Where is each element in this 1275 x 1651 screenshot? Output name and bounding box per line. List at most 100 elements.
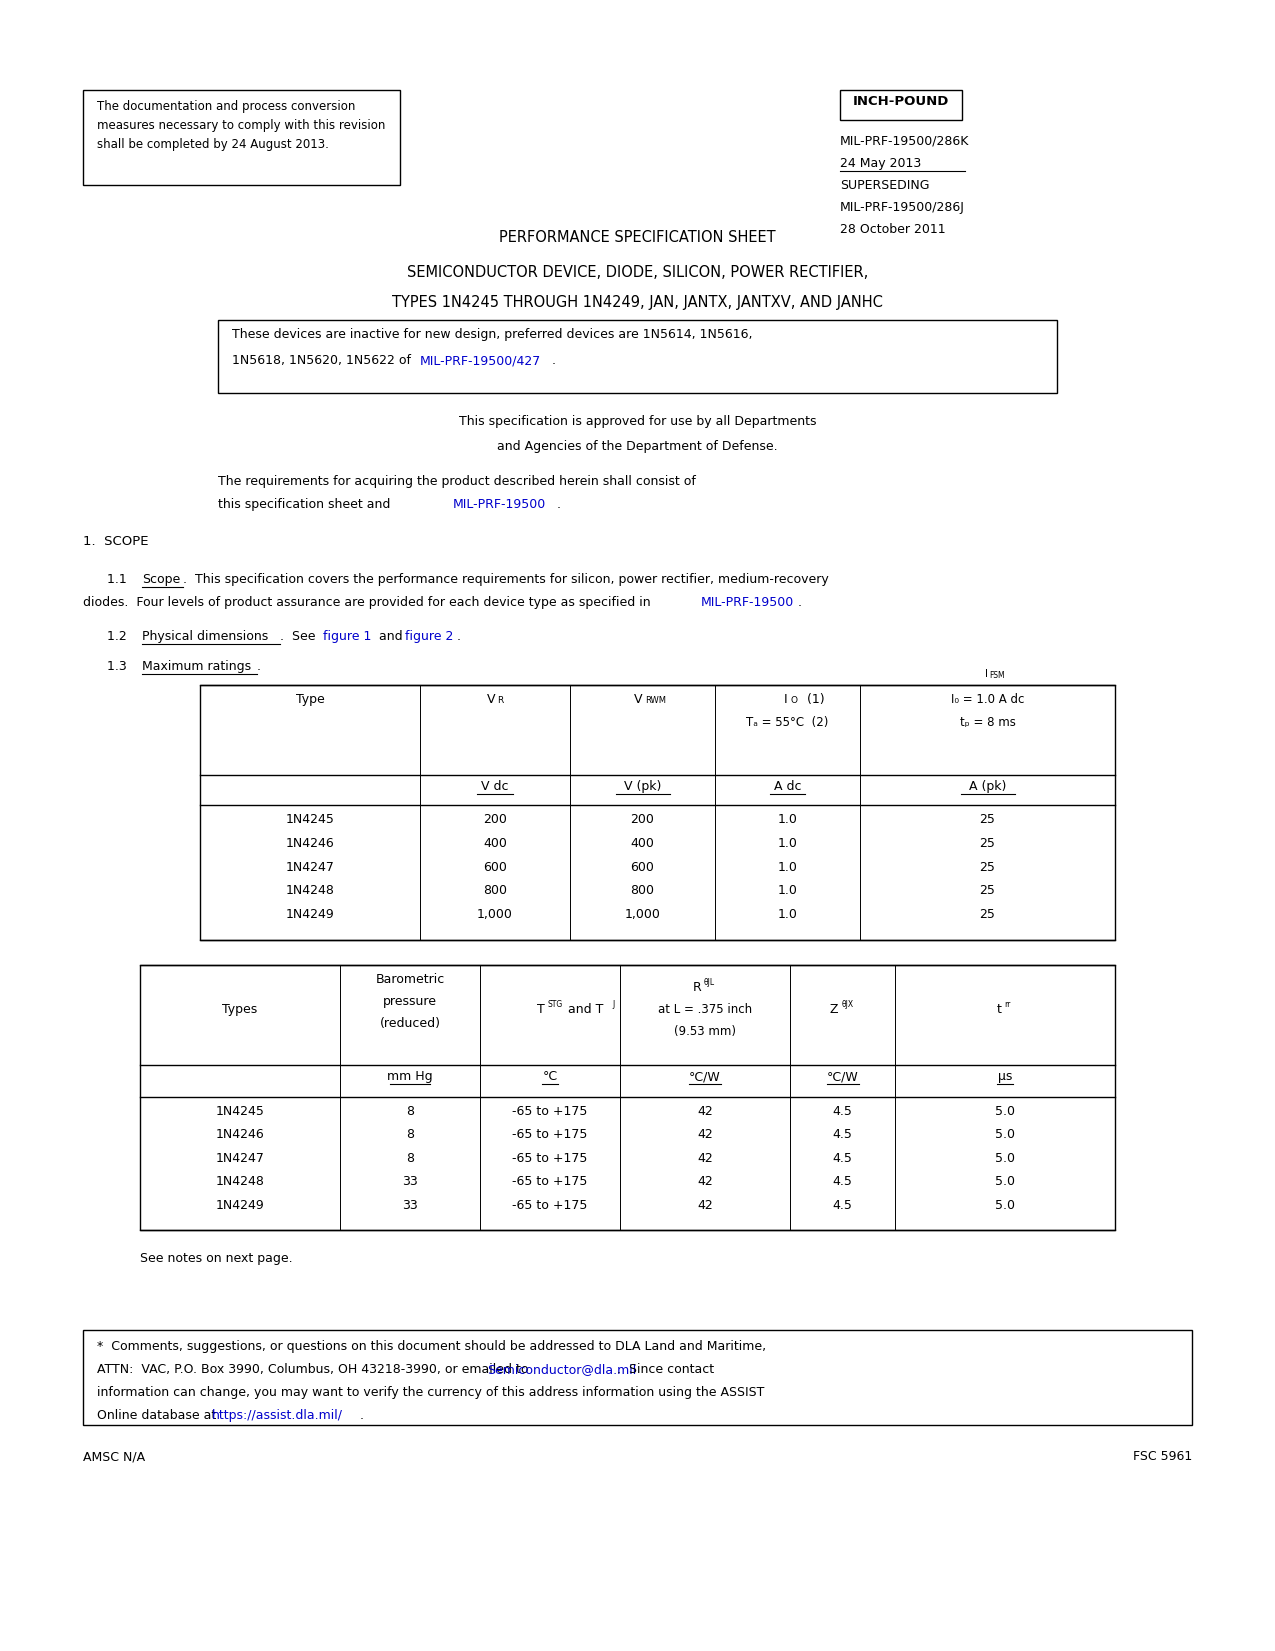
Text: °C: °C — [542, 1070, 557, 1083]
Text: MIL-PRF-19500: MIL-PRF-19500 — [453, 499, 546, 512]
Text: tₚ = 8 ms: tₚ = 8 ms — [960, 717, 1015, 730]
Text: 1N4249: 1N4249 — [286, 908, 334, 921]
Text: Z: Z — [830, 1004, 839, 1015]
Text: θJL: θJL — [704, 977, 715, 987]
Text: 1.0: 1.0 — [778, 885, 797, 898]
Text: 42: 42 — [697, 1105, 713, 1118]
Text: 25: 25 — [979, 860, 996, 873]
Text: 1N4248: 1N4248 — [286, 885, 334, 898]
Text: 42: 42 — [697, 1176, 713, 1189]
Text: .: . — [456, 631, 462, 642]
Text: -65 to +175: -65 to +175 — [513, 1128, 588, 1141]
Text: 25: 25 — [979, 885, 996, 898]
Text: Scope: Scope — [142, 573, 180, 586]
Text: STG: STG — [548, 1001, 564, 1009]
Text: .: . — [798, 596, 802, 609]
Text: 33: 33 — [402, 1176, 418, 1189]
Text: .  See: . See — [280, 631, 320, 642]
Text: T: T — [537, 1004, 544, 1015]
Text: *  Comments, suggestions, or questions on this document should be addressed to D: * Comments, suggestions, or questions on… — [97, 1341, 766, 1354]
Text: figure 2: figure 2 — [405, 631, 454, 642]
Text: -65 to +175: -65 to +175 — [513, 1105, 588, 1118]
Text: mm Hg: mm Hg — [388, 1070, 432, 1083]
Text: Maximum ratings: Maximum ratings — [142, 660, 251, 674]
Text: I₀ = 1.0 A dc: I₀ = 1.0 A dc — [951, 693, 1024, 707]
Text: .: . — [557, 499, 561, 512]
Text: 1N4247: 1N4247 — [286, 860, 334, 873]
Text: Tₐ = 55°C  (2): Tₐ = 55°C (2) — [746, 717, 829, 730]
Text: °C/W: °C/W — [826, 1070, 858, 1083]
Text: 4.5: 4.5 — [833, 1105, 853, 1118]
Text: 1N4249: 1N4249 — [215, 1199, 264, 1212]
Bar — [140, 964, 1116, 1230]
Text: V: V — [634, 693, 643, 707]
Text: This specification is approved for use by all Departments: This specification is approved for use b… — [459, 414, 816, 428]
Text: Types: Types — [222, 1004, 258, 1015]
Text: V dc: V dc — [481, 779, 509, 792]
Text: O: O — [790, 697, 797, 705]
Text: 8: 8 — [405, 1152, 414, 1166]
Text: 1.3: 1.3 — [107, 660, 135, 674]
Text: 1.0: 1.0 — [778, 908, 797, 921]
Text: 1,000: 1,000 — [625, 908, 660, 921]
Text: 4.5: 4.5 — [833, 1128, 853, 1141]
Text: t: t — [997, 1004, 1002, 1015]
Text: MIL-PRF-19500: MIL-PRF-19500 — [701, 596, 794, 609]
Text: Barometric: Barometric — [375, 972, 445, 986]
Text: The documentation and process conversion
measures necessary to comply with this : The documentation and process conversion… — [97, 101, 385, 150]
Text: The requirements for acquiring the product described herein shall consist of: The requirements for acquiring the produ… — [218, 475, 696, 489]
Text: 1,000: 1,000 — [477, 908, 513, 921]
Text: 42: 42 — [697, 1199, 713, 1212]
Text: R: R — [692, 981, 701, 994]
Text: V (pk): V (pk) — [623, 779, 662, 792]
Text: (1): (1) — [803, 693, 825, 707]
Text: 1.0: 1.0 — [778, 860, 797, 873]
Text: Type: Type — [296, 693, 324, 707]
Text: and Agencies of the Department of Defense.: and Agencies of the Department of Defens… — [497, 441, 778, 452]
Text: 200: 200 — [483, 812, 507, 826]
Text: figure 1: figure 1 — [323, 631, 371, 642]
Bar — [218, 320, 1057, 393]
Text: 800: 800 — [483, 885, 507, 898]
Text: 33: 33 — [402, 1199, 418, 1212]
Bar — [83, 91, 400, 185]
Text: J: J — [612, 1001, 615, 1009]
Text: 5.0: 5.0 — [994, 1176, 1015, 1189]
Text: 400: 400 — [631, 837, 654, 850]
Text: 5.0: 5.0 — [994, 1128, 1015, 1141]
Text: Online database at: Online database at — [97, 1408, 221, 1422]
Text: 4.5: 4.5 — [833, 1176, 853, 1189]
Text: FSC 5961: FSC 5961 — [1132, 1450, 1192, 1463]
Text: 25: 25 — [979, 837, 996, 850]
Text: Physical dimensions: Physical dimensions — [142, 631, 268, 642]
Text: information can change, you may want to verify the currency of this address info: information can change, you may want to … — [97, 1385, 765, 1398]
Text: 4.5: 4.5 — [833, 1199, 853, 1212]
Text: and: and — [375, 631, 407, 642]
Text: MIL-PRF-19500/286J: MIL-PRF-19500/286J — [840, 201, 965, 215]
Text: 1N4246: 1N4246 — [286, 837, 334, 850]
Text: MIL-PRF-19500/427: MIL-PRF-19500/427 — [419, 353, 542, 367]
Text: -65 to +175: -65 to +175 — [513, 1199, 588, 1212]
Text: .  Since contact: . Since contact — [617, 1364, 714, 1375]
Text: this specification sheet and: this specification sheet and — [218, 499, 394, 512]
Text: 24 May 2013: 24 May 2013 — [840, 157, 922, 170]
Text: SEMICONDUCTOR DEVICE, DIODE, SILICON, POWER RECTIFIER,: SEMICONDUCTOR DEVICE, DIODE, SILICON, PO… — [407, 266, 868, 281]
Text: pressure: pressure — [382, 996, 437, 1009]
Text: 1N4246: 1N4246 — [215, 1128, 264, 1141]
Text: (9.53 mm): (9.53 mm) — [674, 1025, 736, 1038]
Text: 42: 42 — [697, 1128, 713, 1141]
Bar — [83, 1331, 1192, 1425]
Text: I: I — [984, 669, 988, 679]
Text: These devices are inactive for new design, preferred devices are 1N5614, 1N5616,: These devices are inactive for new desig… — [232, 329, 752, 342]
Text: V: V — [487, 693, 495, 707]
Text: PERFORMANCE SPECIFICATION SHEET: PERFORMANCE SPECIFICATION SHEET — [500, 229, 775, 244]
Text: 200: 200 — [631, 812, 654, 826]
Text: °C/W: °C/W — [688, 1070, 720, 1083]
Text: https://assist.dla.mil/: https://assist.dla.mil/ — [212, 1408, 343, 1422]
Text: 28 October 2011: 28 October 2011 — [840, 223, 946, 236]
Text: Semiconductor@dla.mil: Semiconductor@dla.mil — [487, 1364, 636, 1375]
Text: 1N4245: 1N4245 — [215, 1105, 264, 1118]
Text: (reduced): (reduced) — [380, 1017, 440, 1030]
Text: ATTN:  VAC, P.O. Box 3990, Columbus, OH 43218-3990, or emailed to: ATTN: VAC, P.O. Box 3990, Columbus, OH 4… — [97, 1364, 533, 1375]
Text: 42: 42 — [697, 1152, 713, 1166]
